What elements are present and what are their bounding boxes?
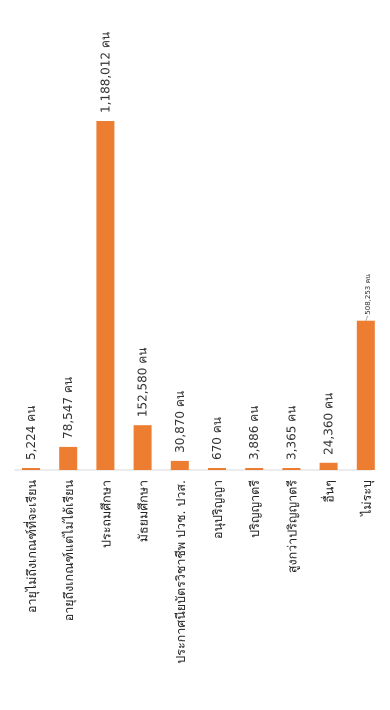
bar-6 — [208, 468, 226, 470]
category-label-3: ประถมศึกษา — [98, 480, 113, 548]
category-label-7: ปริญญาตรี — [247, 480, 262, 538]
bar-5 — [170, 460, 189, 470]
bar-4 — [133, 425, 152, 470]
data-label-2: 78,547 คน — [61, 377, 75, 439]
data-label-9: 24,360 คน — [322, 393, 336, 455]
category-label-2: อายุถึงเกณฑ์แต่ไม่ได้เรียน — [61, 480, 77, 622]
category-label-1: อายุไม่ถึงเกณฑ์ที่จะเรียน — [23, 480, 40, 613]
bar-2 — [59, 446, 78, 470]
bar-1 — [22, 468, 40, 470]
data-label-8: 3,365 คน — [284, 406, 298, 460]
bar-10 — [356, 320, 375, 470]
category-label-5: ประกาศนียบัตรวิชาชีพ ปวช. ปวส. — [173, 480, 188, 664]
data-label-group: 5,224 คน 78,547 คน 1,188,012 คน 152,580 คน 3… — [24, 32, 372, 460]
data-label-7: 3,886 คน — [247, 406, 261, 460]
category-label-6: อนุปริญญา — [210, 480, 226, 539]
category-label-4: มัธยมศึกษา — [136, 480, 151, 542]
bar-7 — [245, 468, 264, 470]
category-label-group: อายุไม่ถึงเกณฑ์ที่จะเรียน อายุถึงเกณฑ์แต่… — [23, 480, 375, 664]
data-label-1: 5,224 คน — [24, 406, 38, 460]
bar-8 — [282, 468, 301, 470]
data-label-3: 1,188,012 คน — [98, 32, 112, 113]
bar-9 — [319, 462, 338, 470]
category-label-10: ไม่ระบุ — [359, 480, 375, 517]
data-label-6: 670 คน — [210, 417, 224, 460]
data-label-5: 30,870 คน — [173, 391, 187, 453]
category-label-8: สูงกว่าปริญญาตรี — [284, 480, 300, 573]
leader-line — [365, 315, 369, 321]
bar-group — [22, 121, 375, 470]
data-label-10: 508,253 คน — [364, 274, 372, 315]
category-label-9: อื่นๆ — [321, 480, 337, 503]
bar-3 — [96, 121, 115, 470]
data-label-4: 152,580 คน — [136, 348, 150, 418]
